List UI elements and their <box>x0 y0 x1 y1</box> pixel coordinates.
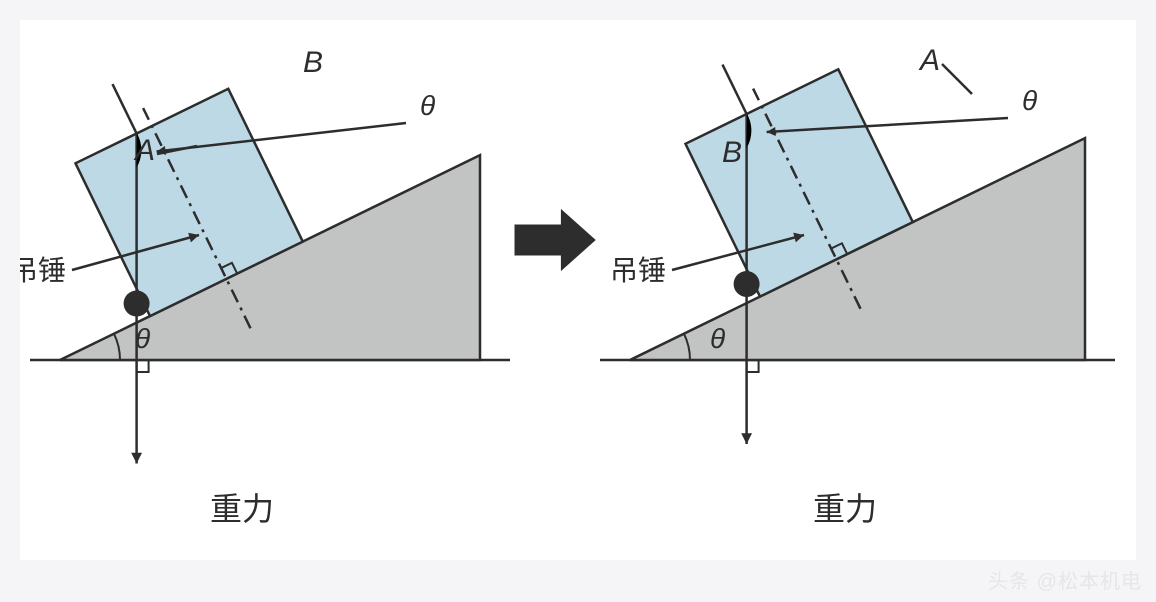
svg-text:A: A <box>918 44 940 77</box>
watermark-text: 头条 @松本机电 <box>988 565 1142 594</box>
svg-text:θ: θ <box>420 90 435 121</box>
transition-arrow <box>515 210 595 270</box>
svg-text:B: B <box>722 136 742 169</box>
svg-text:A: A <box>133 134 155 167</box>
svg-text:θ: θ <box>710 323 725 354</box>
svg-text:吊锤: 吊锤 <box>610 255 666 286</box>
svg-text:B: B <box>303 46 323 79</box>
svg-text:θ: θ <box>1022 85 1037 116</box>
svg-text:吊锤: 吊锤 <box>20 255 66 286</box>
physics-diagram: A Bθ θ 吊锤重力 A Bθ θ 吊锤重力 <box>20 20 1136 560</box>
svg-text:重力: 重力 <box>813 491 877 527</box>
svg-text:θ: θ <box>135 323 150 354</box>
svg-text:重力: 重力 <box>210 491 274 527</box>
